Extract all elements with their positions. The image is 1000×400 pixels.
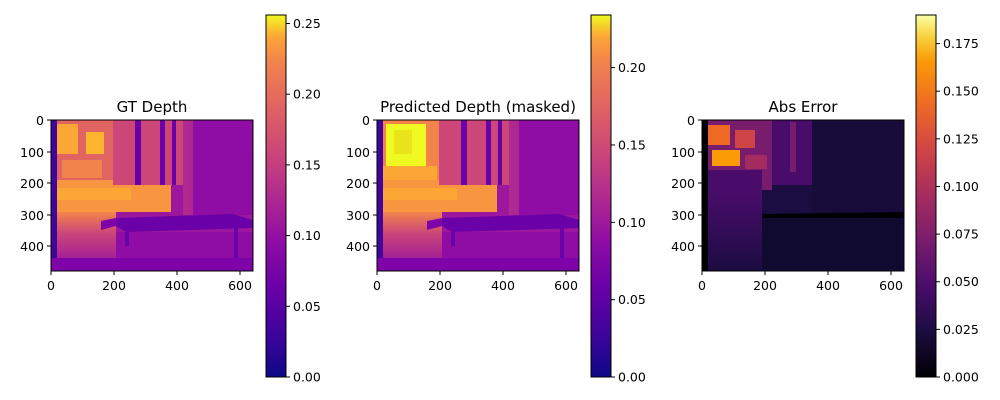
error-heatmap	[702, 120, 904, 271]
y-tick-label: 200	[20, 176, 44, 191]
y-tick-label: 100	[671, 145, 695, 160]
colorbar-tick-label: 0.100	[943, 179, 979, 194]
y-tick-label: 0	[362, 113, 370, 128]
colorbar: 0.00 0.05 0.10 0.15 0.20 0.25	[265, 14, 321, 385]
x-tick-label: 0	[698, 278, 706, 293]
colorbar-tick-label: 0.15	[618, 137, 646, 152]
colorbar-tick-label: 0.175	[943, 36, 979, 51]
colorbar-tick-label: 0.075	[943, 227, 979, 242]
depth-heatmap	[377, 120, 579, 271]
y-tick-label: 400	[671, 239, 695, 254]
y-tick-label: 300	[346, 208, 370, 223]
plot-frame	[376, 119, 580, 272]
x-tick-label: 400	[816, 278, 840, 293]
y-tick-label: 400	[20, 239, 44, 254]
panel-title: Abs Error	[769, 98, 839, 116]
depth-heatmap	[51, 120, 253, 271]
x-tick-label: 200	[428, 278, 452, 293]
colorbar-tick-label: 0.15	[293, 157, 321, 172]
colorbar-tick-label: 0.05	[618, 292, 646, 307]
plot-frame	[50, 119, 254, 272]
colorbar-gradient	[915, 14, 937, 378]
y-axis: 0 100 200 300 400	[20, 113, 51, 254]
x-tick-label: 200	[753, 278, 777, 293]
panel-title: Predicted Depth (masked)	[380, 98, 576, 116]
y-axis: 0 100 200 300 400	[671, 113, 702, 254]
colorbar-tick-label: 0.050	[943, 274, 979, 289]
colorbar-tick-label: 0.00	[618, 370, 646, 385]
colorbar-gradient	[265, 14, 287, 378]
y-tick-label: 0	[687, 113, 695, 128]
x-tick-label: 0	[47, 278, 55, 293]
colorbar-tick-label: 0.20	[618, 60, 646, 75]
y-axis: 0 100 200 300 400	[346, 113, 377, 254]
panel-gt-depth: GT Depth	[20, 14, 321, 385]
colorbar-tick-label: 0.00	[293, 370, 321, 385]
x-tick-label: 400	[491, 278, 515, 293]
colorbar-tick-label: 0.000	[943, 370, 979, 385]
colorbar-tick-label: 0.150	[943, 84, 979, 99]
colorbar: 0.00 0.05 0.10 0.15 0.20	[590, 14, 646, 385]
colorbar-tick-label: 0.20	[293, 87, 321, 102]
colorbar-tick-label: 0.25	[293, 16, 321, 31]
x-tick-label: 600	[879, 278, 903, 293]
y-tick-label: 100	[20, 145, 44, 160]
colorbar-tick-label: 0.10	[618, 215, 646, 230]
y-tick-label: 300	[671, 208, 695, 223]
y-tick-label: 0	[36, 113, 44, 128]
colorbar-tick-label: 0.10	[293, 228, 321, 243]
y-tick-label: 400	[346, 239, 370, 254]
colorbar-gradient	[590, 14, 612, 378]
x-tick-label: 400	[165, 278, 189, 293]
colorbar: 0.000 0.025 0.050 0.075 0.100 0.125 0.150 0.175	[915, 14, 979, 385]
colorbar-tick-label: 0.05	[293, 299, 321, 314]
x-axis: 0 200 400 600	[47, 271, 252, 293]
colorbar-tick-label: 0.125	[943, 131, 979, 146]
x-tick-label: 600	[554, 278, 578, 293]
panel-title: GT Depth	[117, 98, 188, 116]
y-tick-label: 100	[346, 145, 370, 160]
plot-frame	[701, 119, 905, 272]
x-tick-label: 600	[228, 278, 252, 293]
panel-predicted-depth: Predicted Depth (masked)	[346, 14, 646, 385]
y-tick-label: 300	[20, 208, 44, 223]
panel-abs-error: Abs Error 0 200 400 600	[671, 14, 979, 385]
x-axis: 0 200 400 600	[373, 271, 578, 293]
x-axis: 0 200 400 600	[698, 271, 903, 293]
x-tick-label: 0	[373, 278, 381, 293]
y-tick-label: 200	[346, 176, 370, 191]
colorbar-tick-label: 0.025	[943, 322, 979, 337]
x-tick-label: 200	[102, 278, 126, 293]
y-tick-label: 200	[671, 176, 695, 191]
